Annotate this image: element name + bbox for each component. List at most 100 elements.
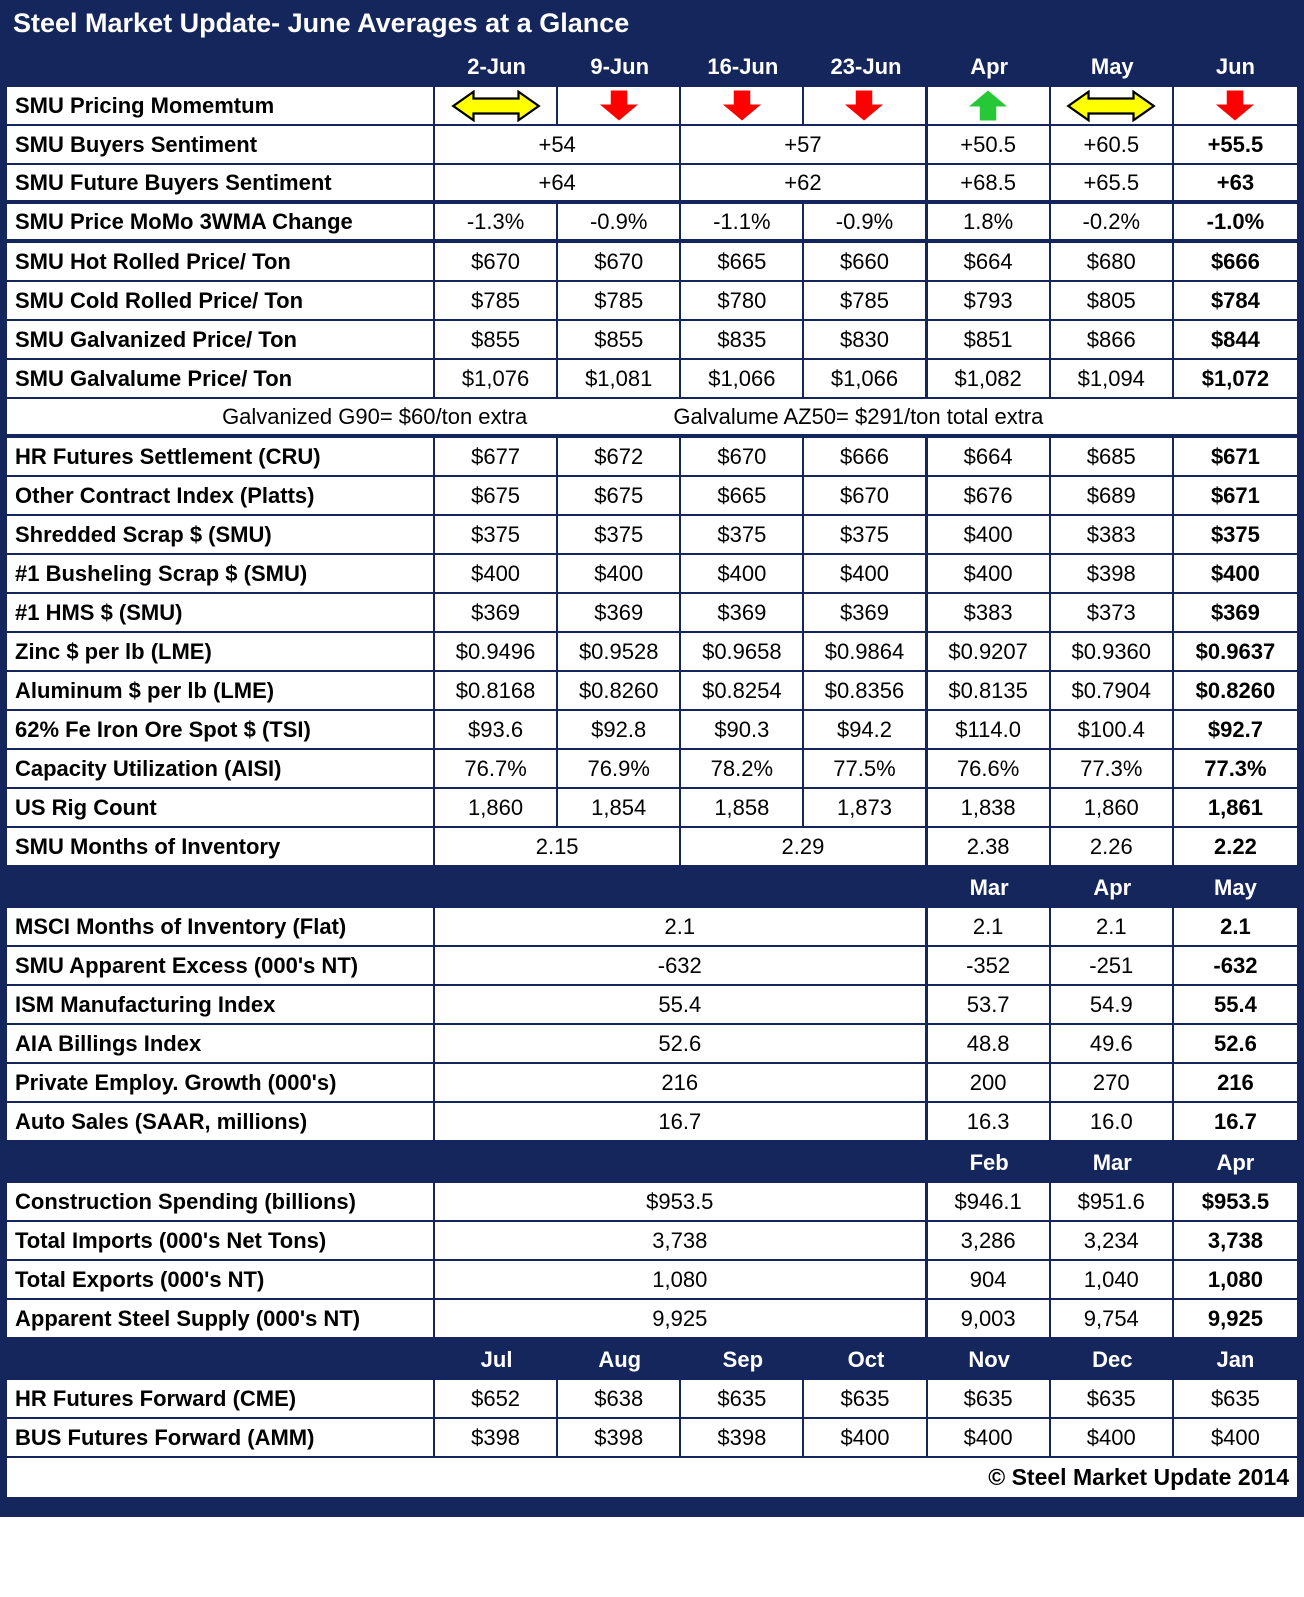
value-cell: 49.6	[1051, 1025, 1174, 1062]
value-cell: $835	[681, 321, 805, 358]
value-cell: 1,080	[435, 1261, 928, 1298]
value-cell: 9,925	[435, 1300, 928, 1337]
value-cell: 904	[928, 1261, 1051, 1298]
month-band-feb-mar-apr: Feb Mar Apr	[7, 1142, 1297, 1183]
value-cell: 1,873	[804, 789, 928, 826]
table-row-total-exports: Total Exports (000's NT) 1,080 904 1,040…	[7, 1261, 1297, 1300]
value-cell: -1.3%	[435, 204, 559, 239]
band-empty-cell	[7, 1339, 435, 1380]
row-label: Zinc $ per lb (LME)	[7, 633, 435, 670]
value-cell: $793	[928, 282, 1051, 319]
value-cell: $100.4	[1051, 711, 1174, 748]
value-cell: 3,234	[1051, 1222, 1174, 1259]
arrow-left-right-icon	[1051, 87, 1174, 124]
month-band-mar-apr-may: Mar Apr May	[7, 867, 1297, 908]
value-cell: -251	[1051, 947, 1174, 984]
value-cell: 76.7%	[435, 750, 559, 787]
value-cell: $375	[435, 516, 559, 553]
value-cell: 270	[1051, 1064, 1174, 1101]
col-header-may: May	[1214, 874, 1257, 900]
value-cell: $666	[804, 438, 928, 475]
value-cell: $855	[435, 321, 559, 358]
value-cell: $375	[804, 516, 928, 553]
value-cell: $0.8168	[435, 672, 559, 709]
row-label: Total Imports (000's Net Tons)	[7, 1222, 435, 1259]
table-row-busheling-scrap: #1 Busheling Scrap $ (SMU) $400 $400 $40…	[7, 555, 1297, 594]
col-header-nov: Nov	[968, 1346, 1010, 1372]
value-cell: $652	[435, 1380, 559, 1417]
value-cell: $1,066	[804, 360, 928, 397]
galvanized-extra-note: Galvanized G90= $60/ton extra	[222, 403, 528, 429]
col-header-dec: Dec	[1092, 1346, 1133, 1372]
row-label: SMU Buyers Sentiment	[7, 126, 435, 163]
row-label: SMU Pricing Momemtum	[7, 87, 435, 124]
col-header-oct: Oct	[847, 1346, 885, 1372]
row-label: MSCI Months of Inventory (Flat)	[7, 908, 435, 945]
value-cell: $400	[1210, 560, 1260, 586]
table-row-aluminum: Aluminum $ per lb (LME) $0.8168 $0.8260 …	[7, 672, 1297, 711]
value-cell: 1,040	[1051, 1261, 1174, 1298]
value-cell: 76.6%	[928, 750, 1051, 787]
value-cell: $851	[928, 321, 1051, 358]
value-cell: 52.6	[1214, 1030, 1257, 1056]
value-cell: +64	[435, 165, 682, 200]
value-cell: 9,003	[928, 1300, 1051, 1337]
arrow-down-icon	[681, 87, 805, 124]
band-empty-cell	[7, 867, 928, 908]
value-cell: $666	[1210, 248, 1260, 274]
value-cell: $369	[1210, 599, 1260, 625]
value-cell: -0.9%	[558, 204, 682, 239]
value-cell: $635	[681, 1380, 805, 1417]
arrow-down-icon	[804, 87, 928, 124]
arrow-up-icon	[928, 87, 1051, 124]
row-label: 62% Fe Iron Ore Spot $ (TSI)	[7, 711, 435, 748]
value-cell: +54	[435, 126, 682, 163]
row-label: HR Futures Settlement (CRU)	[7, 438, 435, 475]
table-row-ism-index: ISM Manufacturing Index 55.4 53.7 54.9 5…	[7, 986, 1297, 1025]
value-cell: $785	[558, 282, 682, 319]
value-cell: $689	[1051, 477, 1174, 514]
table-row-construction-spending: Construction Spending (billions) $953.5 …	[7, 1183, 1297, 1222]
col-header-may: May	[1090, 53, 1134, 79]
table-row-aia-index: AIA Billings Index 52.6 48.8 49.6 52.6	[7, 1025, 1297, 1064]
value-cell: +62	[681, 165, 928, 200]
table-row-galvanized: SMU Galvanized Price/ Ton $855 $855 $835…	[7, 321, 1297, 360]
column-header-row: 2-Jun 9-Jun 16-Jun 23-Jun Apr May Jun	[7, 46, 1297, 87]
value-cell: $0.9528	[558, 633, 682, 670]
value-cell: $400	[558, 555, 682, 592]
row-label: ISM Manufacturing Index	[7, 986, 435, 1023]
value-cell: $866	[1051, 321, 1174, 358]
col-header-jul: Jul	[480, 1346, 513, 1372]
value-cell: 2.1	[435, 908, 928, 945]
table-row-galvalume: SMU Galvalume Price/ Ton $1,076 $1,081 $…	[7, 360, 1297, 399]
table-row-hot-rolled: SMU Hot Rolled Price/ Ton $670 $670 $665…	[7, 243, 1297, 282]
value-cell: $1,066	[681, 360, 805, 397]
row-label: SMU Price MoMo 3WMA Change	[7, 204, 435, 239]
value-cell: $400	[804, 555, 928, 592]
table-row-auto-sales: Auto Sales (SAAR, millions) 16.7 16.3 16…	[7, 1103, 1297, 1142]
value-cell: $685	[1051, 438, 1174, 475]
value-cell: 1,861	[1207, 794, 1263, 820]
value-cell: $805	[1051, 282, 1174, 319]
value-cell: 53.7	[928, 986, 1051, 1023]
value-cell: $635	[1210, 1385, 1260, 1411]
value-cell: $1,081	[558, 360, 682, 397]
row-label: Auto Sales (SAAR, millions)	[7, 1103, 435, 1140]
value-cell: 76.9%	[558, 750, 682, 787]
value-cell: $93.6	[435, 711, 559, 748]
col-header-apr: Apr	[970, 53, 1009, 79]
value-cell: $672	[558, 438, 682, 475]
row-label: #1 Busheling Scrap $ (SMU)	[7, 555, 435, 592]
value-cell: $0.8135	[928, 672, 1051, 709]
copyright-text: © Steel Market Update 2014	[7, 1458, 1297, 1497]
value-cell: $0.9864	[804, 633, 928, 670]
value-cell: $830	[804, 321, 928, 358]
value-cell: 1,860	[1051, 789, 1174, 826]
value-cell: $90.3	[681, 711, 805, 748]
value-cell: $671	[1210, 482, 1260, 508]
value-cell: $375	[681, 516, 805, 553]
value-cell: -0.2%	[1051, 204, 1174, 239]
value-cell: $0.9207	[928, 633, 1051, 670]
value-cell: $1,094	[1051, 360, 1174, 397]
row-label: SMU Galvalume Price/ Ton	[7, 360, 435, 397]
